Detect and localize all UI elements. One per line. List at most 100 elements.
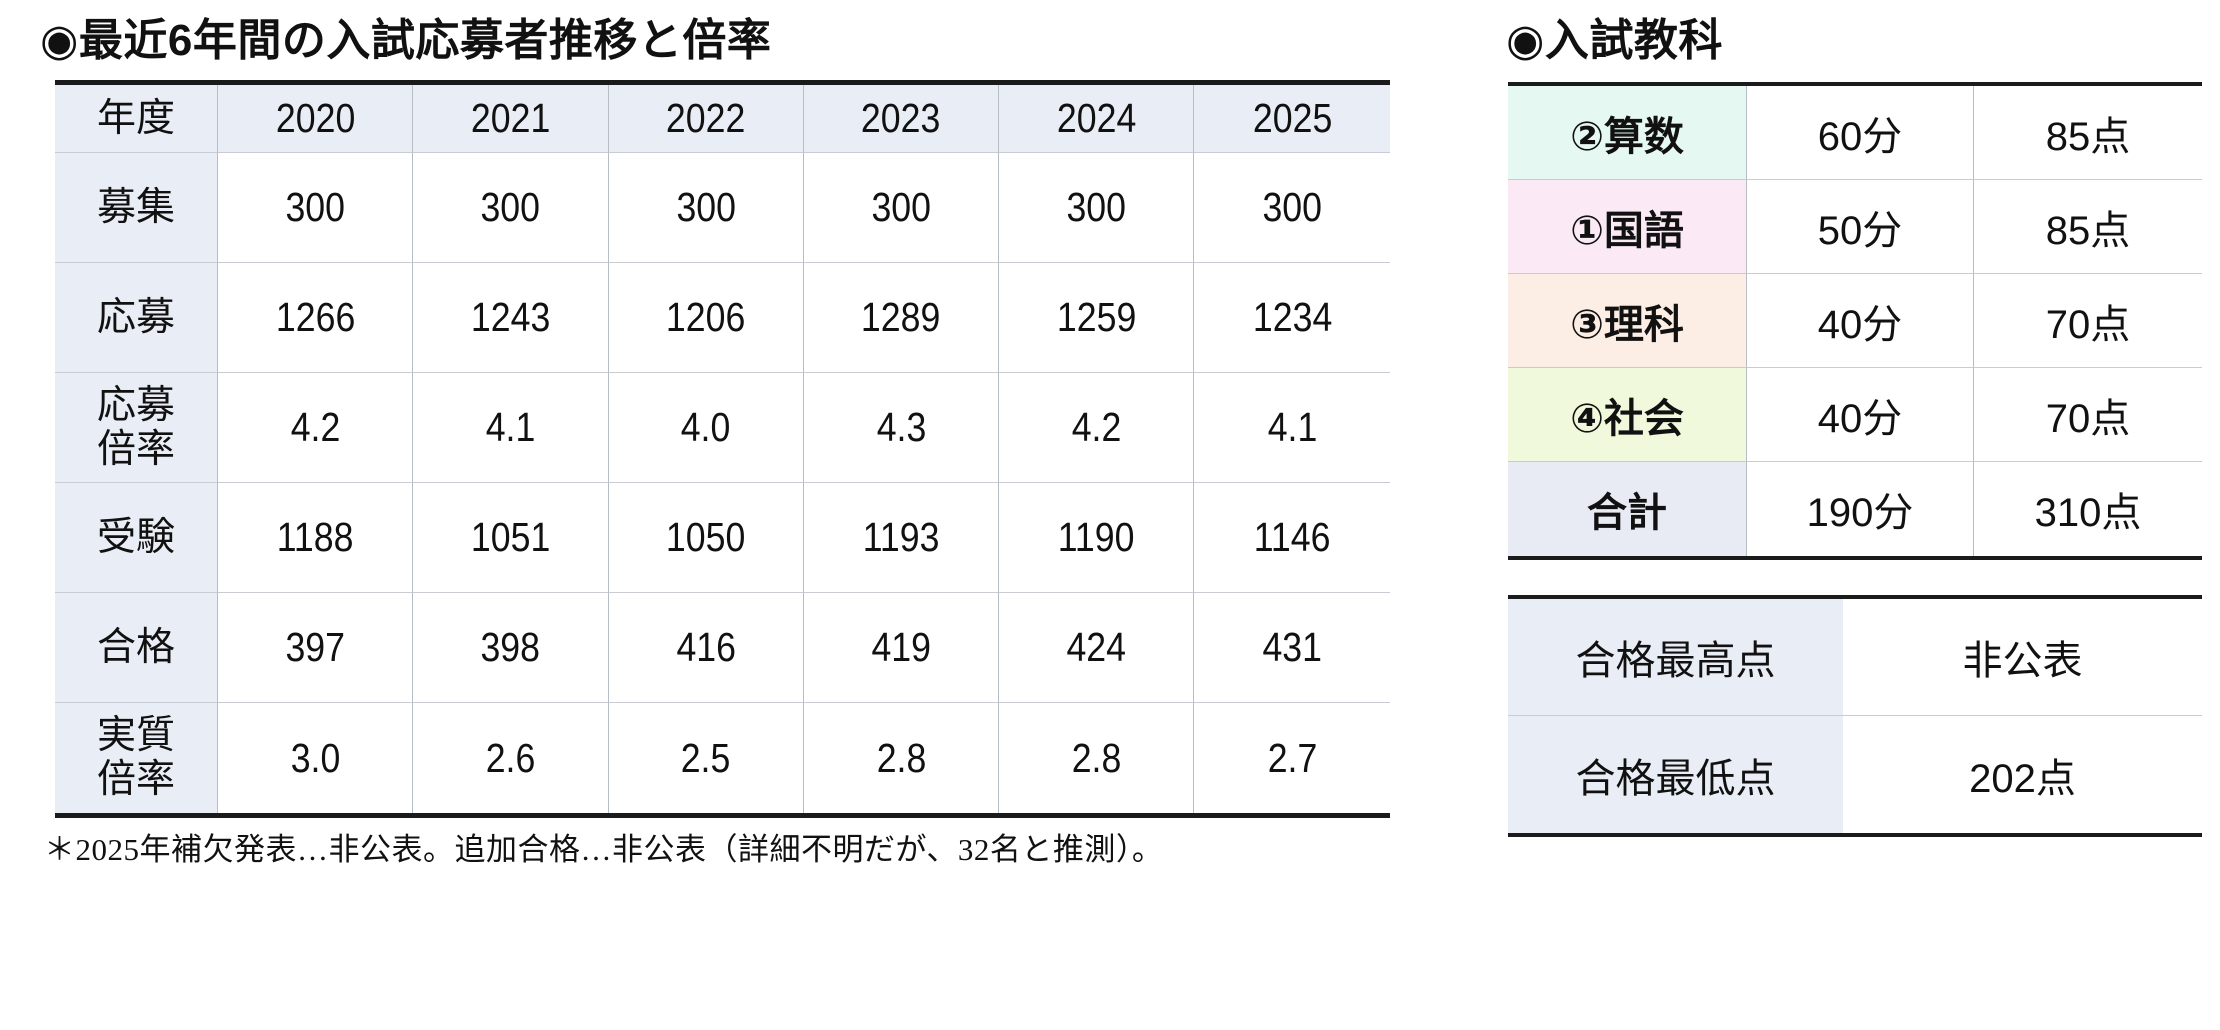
year-cell: 2020 bbox=[218, 85, 414, 153]
subject-label-cell: ①国語 bbox=[1508, 180, 1747, 274]
cell-value: 1266 bbox=[275, 294, 355, 340]
row-label-cell: 受験 bbox=[55, 483, 218, 593]
result-value-cell: 非公表 bbox=[1843, 599, 2202, 716]
cell-value: 300 bbox=[1262, 184, 1322, 230]
year-value: 2020 bbox=[275, 95, 355, 141]
value-cell: 424 bbox=[999, 593, 1195, 703]
value-cell: 1259 bbox=[999, 263, 1195, 373]
score-cell: 70点 bbox=[1974, 368, 2202, 462]
exam-subjects-table: ②算数 60分 85点 ①国語 50分 85点 ③理科 40分 70点 ④社会 … bbox=[1508, 82, 2202, 560]
result-label-cell: 合格最低点 bbox=[1508, 716, 1843, 833]
cell-value: 2.8 bbox=[1071, 734, 1122, 781]
year-cell: 2022 bbox=[608, 85, 804, 153]
cell-value: 1146 bbox=[1253, 514, 1331, 560]
year-cell: 2021 bbox=[413, 85, 609, 153]
value-cell: 2.8 bbox=[803, 703, 1000, 813]
result-value-cell: 202点 bbox=[1843, 716, 2202, 833]
result-label-cell: 合格最高点 bbox=[1508, 599, 1843, 716]
value-cell: 1188 bbox=[218, 483, 414, 593]
applicants-trend-table: 年度 2020 2021 2022 2023 2024 2025 募集 300 … bbox=[55, 80, 1390, 818]
value-cell: 1146 bbox=[1194, 483, 1390, 593]
cell-value: 300 bbox=[1066, 184, 1127, 230]
footnote-text: ＊2025年補欠発表…非公表。追加合格…非公表（詳細不明だが、32名と推測）。 bbox=[44, 832, 1164, 867]
value-cell: 1243 bbox=[413, 263, 609, 373]
value-cell: 300 bbox=[608, 153, 804, 263]
time-cell: 40分 bbox=[1747, 368, 1974, 462]
year-value: 2025 bbox=[1252, 95, 1332, 141]
applicants-section-title: ◉最近6年間の入試応募者推移と倍率 bbox=[40, 16, 772, 65]
value-cell: 1190 bbox=[999, 483, 1195, 593]
score-cell: 70点 bbox=[1974, 274, 2202, 368]
value-cell: 1289 bbox=[803, 263, 1000, 373]
cell-value: 4.2 bbox=[290, 404, 340, 450]
row-label-cell: 募集 bbox=[55, 153, 218, 263]
cell-value: 397 bbox=[285, 624, 345, 670]
year-header-cell: 年度 bbox=[55, 85, 218, 153]
cell-value: 1259 bbox=[1056, 294, 1137, 340]
total-score-cell: 310点 bbox=[1974, 462, 2202, 556]
cell-value: 431 bbox=[1262, 624, 1322, 670]
cell-value: 300 bbox=[871, 184, 931, 230]
row-label-cell: 合格 bbox=[55, 593, 218, 703]
year-cell: 2025 bbox=[1194, 85, 1390, 153]
subject-label-cell: ④社会 bbox=[1508, 368, 1747, 462]
cell-value: 2.5 bbox=[680, 734, 731, 781]
subject-label-cell: ③理科 bbox=[1508, 274, 1747, 368]
value-cell: 2.7 bbox=[1194, 703, 1390, 813]
cell-value: 1190 bbox=[1057, 514, 1135, 560]
value-cell: 4.3 bbox=[803, 373, 1000, 483]
cell-value: 300 bbox=[285, 184, 345, 230]
value-cell: 2.8 bbox=[999, 703, 1195, 813]
score-cell: 85点 bbox=[1974, 86, 2202, 180]
value-cell: 4.1 bbox=[1194, 373, 1390, 483]
total-time-cell: 190分 bbox=[1747, 462, 1974, 556]
cell-value: 1051 bbox=[470, 514, 551, 560]
row-label-cell: 応募 倍率 bbox=[55, 373, 218, 483]
cell-value: 2.8 bbox=[876, 734, 926, 781]
cell-value: 1188 bbox=[276, 514, 354, 560]
cell-value: 4.1 bbox=[1267, 404, 1317, 450]
cell-value: 424 bbox=[1066, 624, 1127, 670]
value-cell: 300 bbox=[218, 153, 414, 263]
value-cell: 398 bbox=[413, 593, 609, 703]
year-value: 2022 bbox=[666, 95, 746, 141]
value-cell: 300 bbox=[413, 153, 609, 263]
cell-value: 398 bbox=[480, 624, 541, 670]
pass-score-table: 合格最高点 非公表 合格最低点 202点 bbox=[1508, 595, 2202, 837]
cell-value: 4.3 bbox=[876, 404, 926, 450]
cell-value: 419 bbox=[871, 624, 931, 670]
cell-value: 1234 bbox=[1252, 294, 1332, 340]
value-cell: 300 bbox=[803, 153, 1000, 263]
cell-value: 4.2 bbox=[1071, 404, 1122, 450]
value-cell: 4.2 bbox=[218, 373, 414, 483]
value-cell: 397 bbox=[218, 593, 414, 703]
cell-value: 4.1 bbox=[485, 404, 536, 450]
cell-value: 1193 bbox=[862, 514, 940, 560]
value-cell: 416 bbox=[608, 593, 804, 703]
score-cell: 85点 bbox=[1974, 180, 2202, 274]
value-cell: 1051 bbox=[413, 483, 609, 593]
cell-value: 1289 bbox=[861, 294, 941, 340]
total-label-cell: 合計 bbox=[1508, 462, 1747, 556]
year-value: 2023 bbox=[861, 95, 941, 141]
time-cell: 40分 bbox=[1747, 274, 1974, 368]
cell-value: 1050 bbox=[666, 514, 746, 560]
cell-value: 3.0 bbox=[290, 734, 340, 781]
cell-value: 2.6 bbox=[485, 734, 536, 781]
year-value: 2024 bbox=[1056, 95, 1137, 141]
year-cell: 2024 bbox=[999, 85, 1195, 153]
cell-value: 2.7 bbox=[1267, 734, 1317, 781]
value-cell: 2.5 bbox=[608, 703, 804, 813]
value-cell: 1234 bbox=[1194, 263, 1390, 373]
value-cell: 431 bbox=[1194, 593, 1390, 703]
cell-value: 4.0 bbox=[680, 404, 731, 450]
time-cell: 50分 bbox=[1747, 180, 1974, 274]
cell-value: 300 bbox=[480, 184, 541, 230]
cell-value: 1206 bbox=[666, 294, 746, 340]
value-cell: 1206 bbox=[608, 263, 804, 373]
subjects-section-title: ◉入試教科 bbox=[1506, 16, 1723, 65]
value-cell: 4.0 bbox=[608, 373, 804, 483]
value-cell: 300 bbox=[999, 153, 1195, 263]
value-cell: 300 bbox=[1194, 153, 1390, 263]
year-cell: 2023 bbox=[803, 85, 1000, 153]
